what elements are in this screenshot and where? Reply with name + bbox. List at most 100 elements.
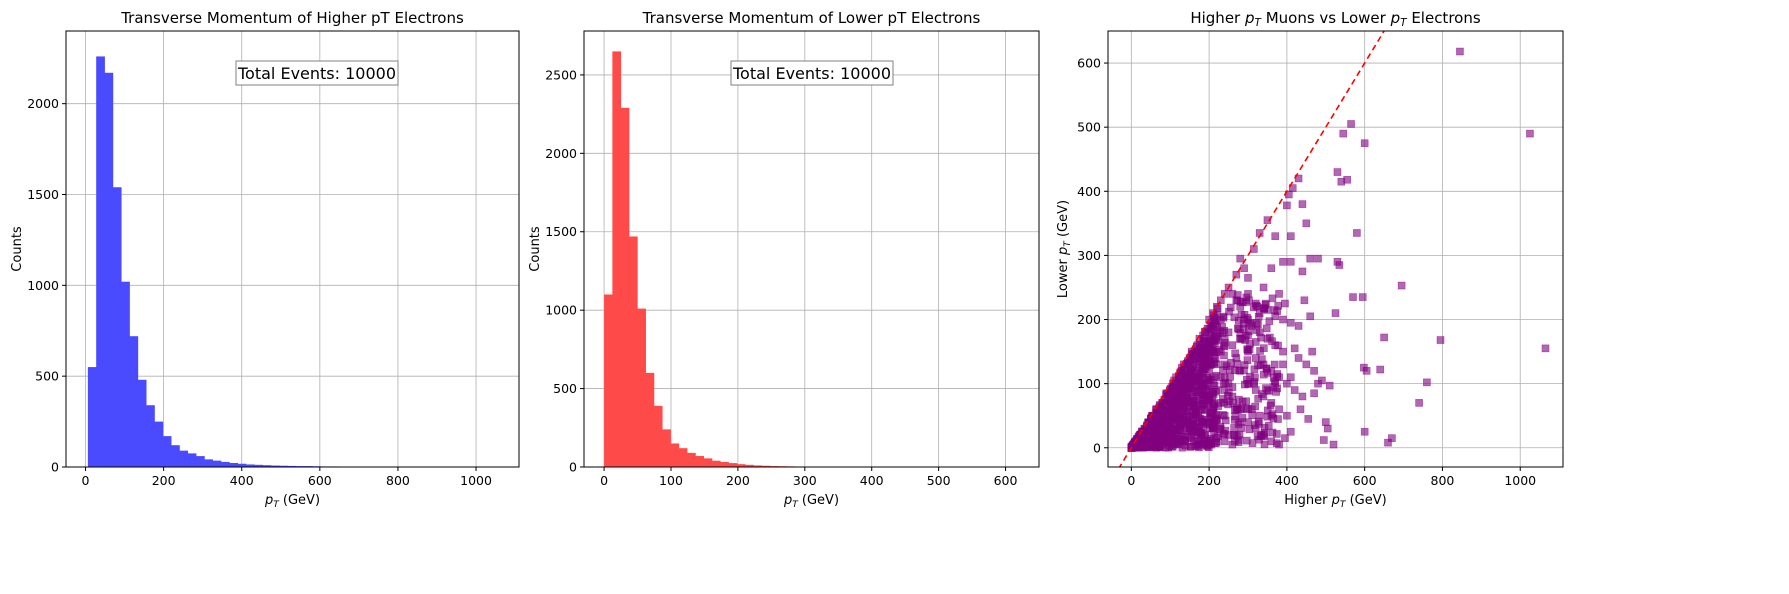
histogram-bar (105, 73, 114, 467)
scatter-point (1201, 432, 1208, 439)
y-tick-label: 2500 (545, 67, 577, 82)
scatter-point (1299, 201, 1306, 208)
y-tick-label: 100 (1077, 376, 1101, 391)
x-tick-label: 0 (600, 473, 608, 488)
scatter-point (1231, 314, 1238, 321)
histogram-bar (654, 406, 663, 467)
scatter-point (1217, 297, 1224, 304)
scatter-point (1273, 440, 1280, 447)
scatter-point (1299, 393, 1306, 400)
scatter-point (1260, 371, 1267, 378)
scatter-point (1322, 419, 1329, 426)
scatter-point (1295, 322, 1302, 329)
scatter-point (1233, 271, 1240, 278)
scatter-point (1231, 424, 1238, 431)
chart-title: Transverse Momentum of Higher pT Electro… (120, 9, 464, 27)
scatter-point (1315, 255, 1322, 262)
scatter-point (1220, 381, 1227, 388)
scatter-point (1258, 356, 1265, 363)
scatter-point (1239, 414, 1246, 421)
scatter-point (1273, 430, 1280, 437)
scatter-point (1238, 311, 1245, 318)
scatter-point (1181, 438, 1188, 445)
scatter-point (1359, 294, 1366, 301)
scatter-point (1243, 298, 1250, 305)
x-tick-label: 200 (726, 473, 750, 488)
scatter-point (1253, 302, 1260, 309)
y-tick-label: 1000 (545, 303, 577, 318)
scatter-point (1221, 374, 1228, 381)
scatter-point (1334, 169, 1341, 176)
scatter-point (1241, 362, 1248, 369)
scatter-point (1266, 318, 1273, 325)
scatter-point (1244, 347, 1251, 354)
y-axis-label: Lower pT (GeV) (1056, 200, 1073, 298)
scatter-point (1182, 387, 1189, 394)
scatter-point (1423, 379, 1430, 386)
chart-title: Higher pT Muons vs Lower pT Electrons (1190, 9, 1480, 29)
scatter-point (1199, 381, 1206, 388)
scatter-point (1281, 435, 1288, 442)
histogram-bar (129, 336, 138, 467)
scatter-point (1239, 335, 1246, 342)
histogram-bar (138, 380, 147, 467)
scatter-point (1220, 313, 1227, 320)
scatter-point (1251, 374, 1258, 381)
x-tick-label: 1000 (460, 473, 492, 488)
histogram-bar (88, 367, 97, 467)
scatter-point (1219, 367, 1226, 374)
scatter-point (1199, 358, 1206, 365)
scatter-point (1216, 346, 1223, 353)
histogram-bar (146, 405, 155, 467)
scatter-point (1268, 265, 1275, 272)
scatter-point (1190, 420, 1197, 427)
scatter-point (1171, 433, 1178, 440)
histogram-bar (712, 461, 721, 467)
scatter-point (1456, 48, 1463, 55)
y-tick-label: 600 (1077, 56, 1101, 71)
scatter-point (1269, 411, 1276, 418)
scatter-point (1241, 381, 1248, 388)
x-tick-label: 0 (1127, 473, 1135, 488)
x-tick-label: 500 (927, 473, 951, 488)
scatter-point (1261, 304, 1268, 311)
scatter-point (1171, 405, 1178, 412)
scatter-point (1140, 444, 1147, 451)
scatter-point (1174, 389, 1181, 396)
scatter-point (1309, 348, 1316, 355)
scatter-point (1311, 367, 1318, 374)
scatter-point (1229, 342, 1236, 349)
scatter-point (1212, 321, 1219, 328)
scatter-point (1377, 366, 1384, 373)
scatter-point (1201, 407, 1208, 414)
scatter-point (1251, 380, 1258, 387)
histogram-bar (196, 456, 205, 467)
scatter-point (1231, 407, 1238, 414)
x-axis-label: pT (GeV) (783, 493, 839, 510)
scatter-point (1332, 310, 1339, 317)
scatter-point (1291, 387, 1298, 394)
scatter-point (1221, 438, 1228, 445)
scatter-point (1303, 220, 1310, 227)
scatter-point (1252, 403, 1259, 410)
scatter-point (1142, 430, 1149, 437)
scatter-point (1203, 440, 1210, 447)
scatter-point (1280, 258, 1287, 265)
scatter-point (1299, 268, 1306, 275)
scatter-point (1269, 338, 1276, 345)
histogram-bar (188, 453, 197, 467)
scatter-point (1287, 319, 1294, 326)
scatter-point (1222, 427, 1229, 434)
scatter-point (1280, 316, 1287, 323)
scatter-point (1184, 405, 1191, 412)
histogram-bar (121, 282, 130, 467)
scatter-point (1281, 300, 1288, 307)
scatter-point (1232, 413, 1239, 420)
scatter-point (1283, 380, 1290, 387)
scatter-point (1287, 258, 1294, 265)
histogram-bar (163, 436, 172, 467)
histogram-bar (213, 461, 222, 467)
scatter-point (1194, 428, 1201, 435)
histogram-bar (179, 451, 188, 467)
